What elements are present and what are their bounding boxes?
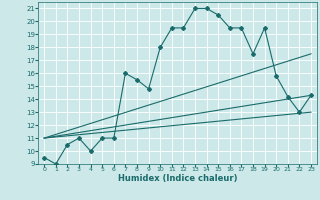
- X-axis label: Humidex (Indice chaleur): Humidex (Indice chaleur): [118, 174, 237, 183]
